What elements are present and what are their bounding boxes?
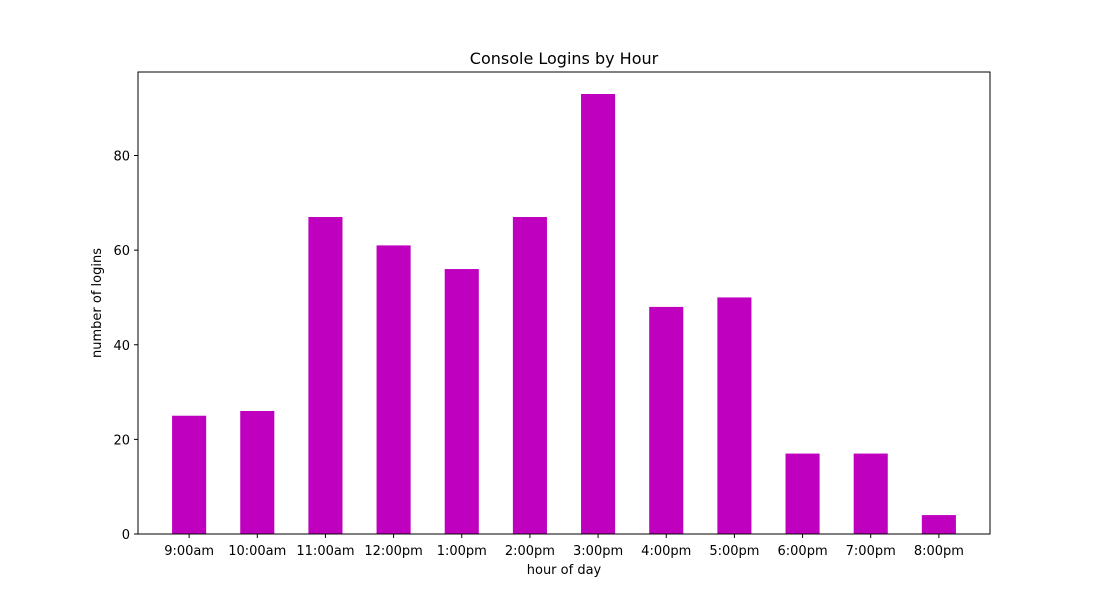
y-tick-label: 80 xyxy=(113,150,130,165)
x-tick-label: 4:00pm xyxy=(641,544,691,559)
bar-9:00am xyxy=(172,415,207,534)
x-tick-label: 5:00pm xyxy=(709,544,759,559)
x-tick-label: 9:00am xyxy=(164,544,214,559)
bar-10:00am xyxy=(240,410,275,534)
plot-frame xyxy=(137,71,991,535)
x-tick-label: 10:00am xyxy=(228,544,286,559)
bar-5:00pm xyxy=(717,297,752,534)
bars-layer xyxy=(172,94,956,535)
y-tick-label: 60 xyxy=(113,244,130,259)
y-axis-label: number of logins xyxy=(90,248,105,358)
x-axis-label: hour of day xyxy=(527,563,602,578)
x-tick-label: 6:00pm xyxy=(778,544,828,559)
x-axis: 9:00am 10:00am 11:00am 12:00pm 1:00pm 2:00pm 3… xyxy=(164,534,964,559)
bar-12:00pm xyxy=(376,245,411,535)
chart-title: Console Logins by Hour xyxy=(470,49,659,68)
y-axis: 0 20 40 60 80 xyxy=(113,150,138,543)
bar-7:00pm xyxy=(853,453,888,534)
bar-6:00pm xyxy=(785,453,820,534)
x-tick-label: 11:00am xyxy=(296,544,354,559)
x-tick-label: 1:00pm xyxy=(437,544,487,559)
bar-8:00pm xyxy=(921,515,956,534)
x-tick-label: 2:00pm xyxy=(505,544,555,559)
x-tick-label: 8:00pm xyxy=(914,544,964,559)
x-tick-label: 7:00pm xyxy=(846,544,896,559)
bar-2:00pm xyxy=(512,217,547,535)
y-tick-label: 20 xyxy=(113,433,130,448)
bar-1:00pm xyxy=(444,269,479,534)
bar-4:00pm xyxy=(649,306,684,534)
x-tick-label: 12:00pm xyxy=(364,544,422,559)
y-tick-label: 0 xyxy=(122,528,130,543)
bar-3:00pm xyxy=(581,94,616,534)
bar-11:00am xyxy=(308,217,343,535)
x-tick-label: 3:00pm xyxy=(573,544,623,559)
y-tick-label: 40 xyxy=(113,339,130,354)
